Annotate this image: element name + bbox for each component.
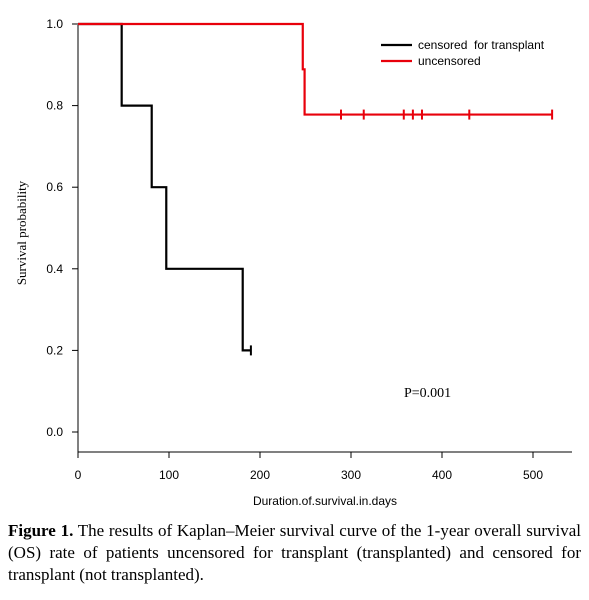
x-tick-label: 500	[523, 468, 543, 482]
y-tick-label: 0.4	[46, 262, 63, 276]
x-tick-label: 200	[250, 468, 270, 482]
series-layer	[78, 22, 554, 356]
survival-curve-1	[78, 22, 553, 116]
caption-text: The results of Kaplan–Meier survival cur…	[8, 521, 581, 584]
series-0	[78, 22, 252, 356]
legend-label-uncensored: uncensored	[418, 54, 481, 68]
x-tick-label: 100	[159, 468, 179, 482]
y-tick-label: 1.0	[46, 17, 63, 31]
x-axis-ticks: 0 100 200 300 400 500	[75, 452, 543, 482]
y-axis-title: Survival probability	[14, 180, 29, 285]
legend: censored for transplant uncensored	[381, 38, 545, 68]
x-tick-label: 400	[432, 468, 452, 482]
caption-label: Figure 1.	[8, 521, 74, 540]
y-axis-ticks: 0.0 0.2 0.4 0.6 0.8 1.0	[46, 17, 78, 439]
x-tick-label: 0	[75, 468, 82, 482]
x-axis-title: Duration.of.survival.in.days	[253, 494, 397, 508]
p-value-annotation: P=0.001	[404, 386, 451, 401]
y-tick-label: 0.0	[46, 425, 63, 439]
figure-caption: Figure 1. The results of Kaplan–Meier su…	[8, 520, 581, 586]
kaplan-meier-chart: 0.0 0.2 0.4 0.6 0.8 1.0 0 100 200 300 400 500 Dura…	[14, 17, 572, 508]
y-tick-label: 0.8	[46, 99, 63, 113]
y-tick-label: 0.6	[46, 180, 63, 194]
legend-label-censored: censored for transplant	[418, 38, 545, 52]
y-tick-label: 0.2	[46, 343, 63, 357]
series-1	[78, 22, 554, 120]
survival-curve-0	[78, 22, 251, 352]
x-tick-label: 300	[341, 468, 361, 482]
